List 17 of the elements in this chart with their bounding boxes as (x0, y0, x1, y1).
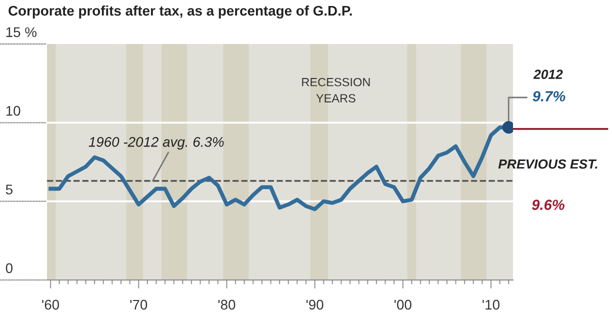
x-tick-label: '10 (482, 300, 500, 310)
text: 2012 (533, 70, 563, 80)
x-tick-label: '80 (218, 300, 236, 310)
x-tick-label: '00 (394, 300, 412, 310)
y-tick-label: 10 (6, 106, 20, 116)
y-tick-label: 5 (6, 184, 12, 194)
text: 9.6% (532, 200, 564, 210)
y-tick-label: 0 (6, 263, 13, 274)
x-tick-label: '60 (42, 300, 60, 310)
ref-line-label: 1960 -2012 avg. 6.3% (88, 137, 224, 150)
x-tick-label: '70 (130, 300, 148, 310)
chart-title: Corporate profits after tax, as a percentage of G.D.P. (8, 5, 352, 19)
annotation: RECESSION YEARS (302, 78, 370, 102)
annotation: PREVIOUS EST. (498, 159, 598, 169)
y-tick-label: 15 % (6, 27, 36, 38)
annotation: 9.7% (532, 91, 566, 102)
x-tick-label: '90 (306, 300, 324, 310)
